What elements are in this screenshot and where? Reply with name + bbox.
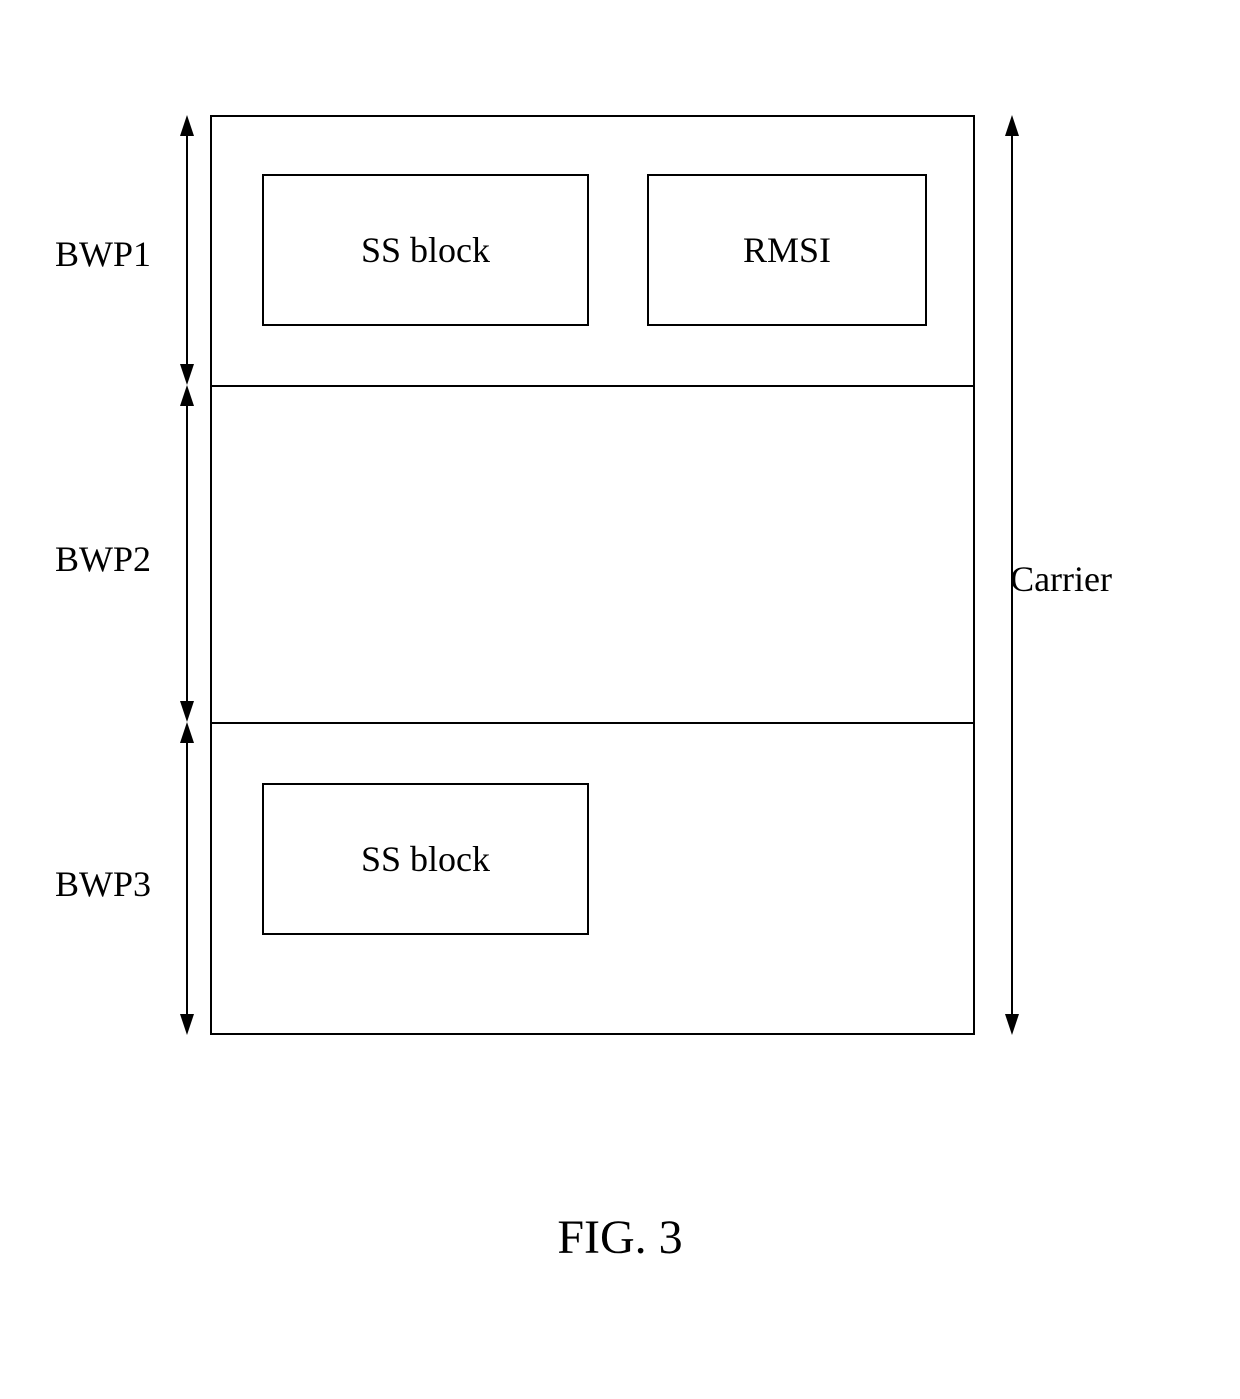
arrow-down-icon (180, 364, 194, 385)
bwp-dimension-arrows (180, 115, 194, 1035)
arrow-down-icon (180, 1014, 194, 1035)
bwp3-label: BWP3 (55, 863, 151, 905)
bwp3-section: SS block (212, 724, 973, 1037)
ss-block-box-bwp3: SS block (262, 783, 589, 935)
arrow-down-icon (1005, 1014, 1019, 1035)
arrow-line (186, 133, 188, 367)
bwp2-label: BWP2 (55, 538, 151, 580)
rmsi-label: RMSI (743, 229, 831, 271)
ss-block-box-bwp1: SS block (262, 174, 589, 326)
figure-caption: FIG. 3 (0, 1210, 1240, 1265)
bwp1-section: SS block RMSI (212, 117, 973, 387)
ss-block-label: SS block (361, 838, 490, 880)
arrow-line (186, 403, 188, 704)
rmsi-box: RMSI (647, 174, 927, 326)
carrier-label: Carrier (1010, 558, 1112, 600)
arrow-down-icon (180, 701, 194, 722)
carrier-diagram: SS block RMSI SS block (210, 115, 975, 1035)
arrow-line (186, 740, 188, 1017)
ss-block-label: SS block (361, 229, 490, 271)
bwp2-section (212, 387, 973, 724)
bwp1-label: BWP1 (55, 233, 151, 275)
